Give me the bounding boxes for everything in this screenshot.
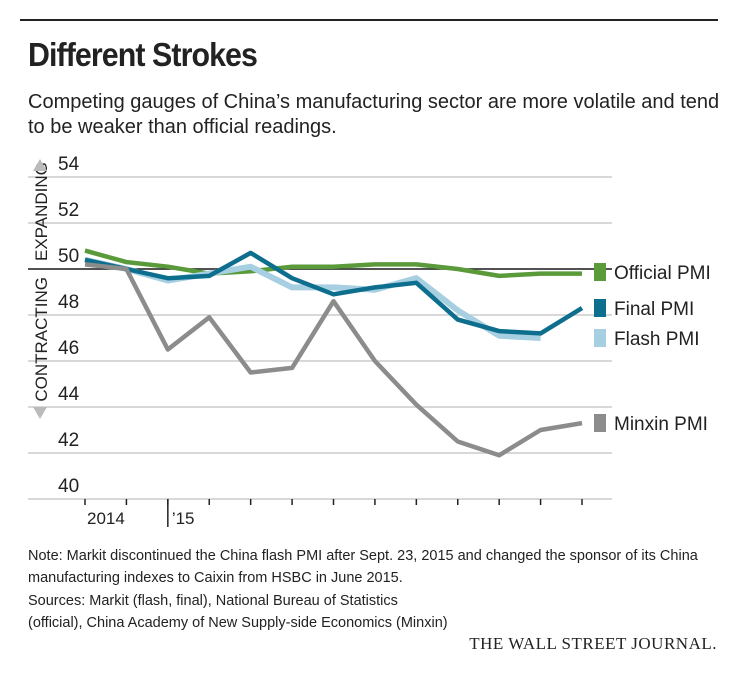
legend-swatch — [594, 414, 606, 432]
y-tick-label: 52 — [58, 200, 79, 221]
series-line-minxin-pmi — [84, 262, 583, 458]
chart-subtitle: Competing gauges of China’s manufacturin… — [28, 91, 720, 138]
wsj-logo: THE WALL STREET JOURNAL. — [469, 634, 717, 653]
series-line-final-pmi — [84, 250, 584, 336]
line-chart: 40 42 44 46 48 50 52 54 2014 ’15 EXPANDING CONTRACT… — [28, 154, 711, 528]
chart-sources: Sources: Markit (flash, final), National… — [28, 593, 448, 631]
legend-label: Flash PMI — [614, 329, 700, 350]
legend-swatch — [594, 299, 606, 317]
y-tick-label: 44 — [58, 384, 80, 405]
legend-swatch — [594, 329, 606, 347]
top-rule — [20, 19, 718, 21]
y-tick-label: 42 — [58, 430, 79, 451]
y-tick-label: 54 — [58, 154, 80, 175]
legend-label: Final PMI — [614, 299, 694, 320]
x-tick-label: 2014 — [87, 509, 125, 528]
y-tick-label: 50 — [58, 246, 79, 267]
y-tick-label: 40 — [58, 476, 79, 497]
series-line-official-pmi — [84, 248, 582, 279]
legend-swatch — [594, 263, 606, 281]
chart-note: Note: Markit discontinued the China flas… — [28, 548, 698, 586]
expanding-label: EXPANDING — [32, 162, 51, 261]
contracting-label: CONTRACTING — [32, 277, 51, 402]
y-tick-label: 48 — [58, 292, 79, 313]
x-tick-label: ’15 — [172, 509, 195, 528]
legend-label: Minxin PMI — [614, 414, 708, 435]
legend-label: Official PMI — [614, 263, 711, 284]
y-tick-label: 46 — [58, 338, 79, 359]
chart-title: Different Strokes — [28, 36, 258, 73]
up-arrow-icon — [33, 159, 47, 171]
down-arrow-icon — [33, 407, 47, 419]
